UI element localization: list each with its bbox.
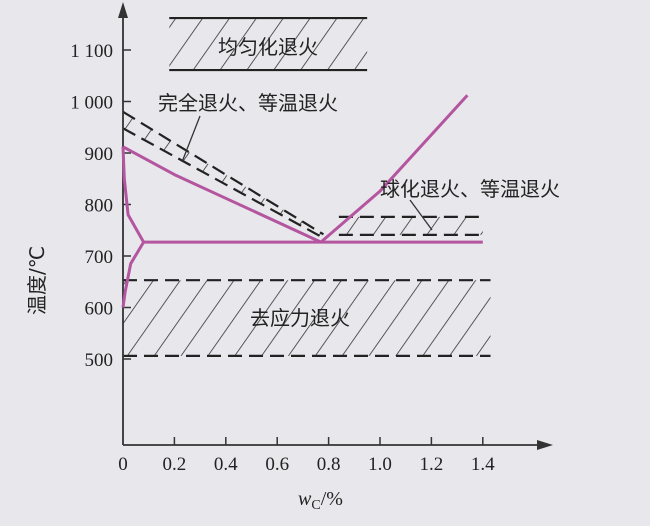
region-label-homogenizing: 均匀化退火 — [218, 35, 318, 59]
left-upper-curve — [121, 146, 145, 243]
y-tick-label: 500 — [85, 350, 114, 371]
x-tick-label: 0.2 — [163, 454, 187, 475]
x-axis-arrow-icon — [537, 440, 553, 450]
y-tick-label: 600 — [85, 299, 114, 320]
region-spheroidizing — [338, 216, 483, 235]
x-axis-label: wC/% — [298, 488, 343, 513]
x-tick-label: 0 — [118, 454, 128, 475]
y-tick-label: 700 — [85, 247, 114, 268]
x-axis-label-sub: C — [311, 498, 320, 513]
x-tick-label: 0.4 — [214, 454, 238, 475]
leader-line-spheroidizing — [409, 199, 433, 231]
region-label-spheroidizing: 球化退火、等温退火 — [380, 177, 560, 201]
region-full-annealing-top-border — [122, 110, 325, 236]
region-full-annealing — [123, 111, 324, 238]
x-tick-label: 1.2 — [420, 454, 444, 475]
y-tick-label: 1 000 — [70, 93, 113, 114]
x-axis-label-main: w — [298, 488, 312, 510]
y-tick-label: 900 — [85, 144, 114, 165]
x-axis-label-unit: /% — [321, 488, 343, 510]
y-axis-label: 温度/℃ — [25, 246, 49, 315]
y-tick-label: 800 — [85, 196, 114, 217]
a3-line — [122, 145, 322, 244]
leader-line-full-annealing — [181, 115, 201, 163]
region-homogenizing — [169, 18, 368, 71]
x-tick-label: 1.0 — [368, 454, 392, 475]
acm-line — [319, 94, 469, 244]
left-lower-curve — [121, 241, 145, 308]
x-tick-label: 0.8 — [317, 454, 341, 475]
region-label-stress-relief: 去应力退火 — [250, 306, 350, 330]
y-tick-label: 1 100 — [70, 41, 113, 62]
y-axis-arrow-icon — [118, 2, 128, 18]
region-stress-relief — [123, 280, 491, 356]
x-tick-label: 1.4 — [471, 454, 495, 475]
region-label-full-annealing: 完全退火、等温退火 — [158, 91, 338, 115]
x-tick-label: 0.6 — [265, 454, 289, 475]
region-full-annealing-bottom-border — [122, 127, 324, 239]
